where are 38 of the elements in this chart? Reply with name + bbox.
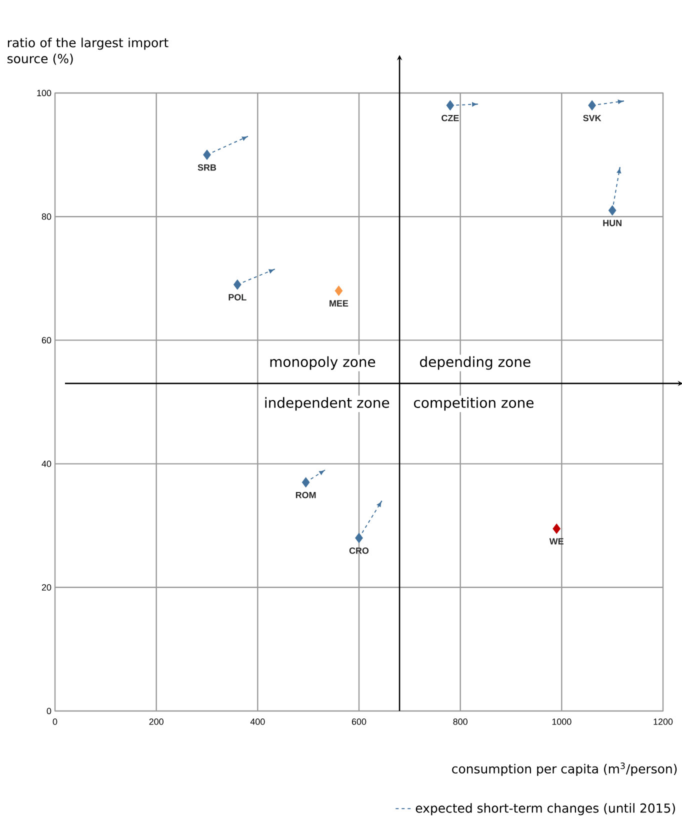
y-tick-label: 20 xyxy=(42,584,52,591)
point xyxy=(203,150,211,160)
y-tick-label: 40 xyxy=(42,460,52,467)
series-label: CRO xyxy=(349,547,369,554)
y-tick-label: 60 xyxy=(42,337,52,344)
x-tick-label: 1000 xyxy=(552,718,572,725)
x-tick-label: 1200 xyxy=(654,718,673,725)
x-tick-label: 0 xyxy=(52,718,58,725)
x-tick-label: 400 xyxy=(250,718,265,725)
annotation: competition zone xyxy=(414,397,534,411)
y-tick-label: 100 xyxy=(37,90,52,96)
point xyxy=(355,532,363,544)
point xyxy=(552,523,561,534)
series-label: HUN xyxy=(603,220,622,226)
legend-label: expected short-term changes (until 2015) xyxy=(416,803,675,816)
annotation: monopoly zone xyxy=(270,356,376,370)
annotation: depending zone xyxy=(420,356,530,370)
point xyxy=(302,477,310,488)
series-label: SRB xyxy=(198,164,216,171)
point xyxy=(446,100,454,111)
x-tick-label: 600 xyxy=(352,718,366,725)
series-label: WE xyxy=(549,538,564,544)
series-label: SVK xyxy=(583,114,602,122)
series-label: ROM xyxy=(296,492,316,498)
y-tick-label: 0 xyxy=(46,708,52,714)
point xyxy=(608,205,616,216)
y-tick-label: 80 xyxy=(42,213,52,220)
series-label: CZE xyxy=(442,114,459,122)
point xyxy=(334,286,343,296)
y-axis-title: ratio of the largest import source (%) xyxy=(8,38,168,65)
point xyxy=(588,100,596,111)
x-axis-title: consumption per capita (m$^{3}$/person) xyxy=(452,762,677,776)
annotation: independent zone xyxy=(265,397,390,411)
x-tick-label: 800 xyxy=(453,718,468,725)
series-label: POL xyxy=(228,294,246,300)
series-label: MEE xyxy=(330,300,348,306)
x-tick-label: 200 xyxy=(149,718,164,725)
point xyxy=(233,279,242,290)
